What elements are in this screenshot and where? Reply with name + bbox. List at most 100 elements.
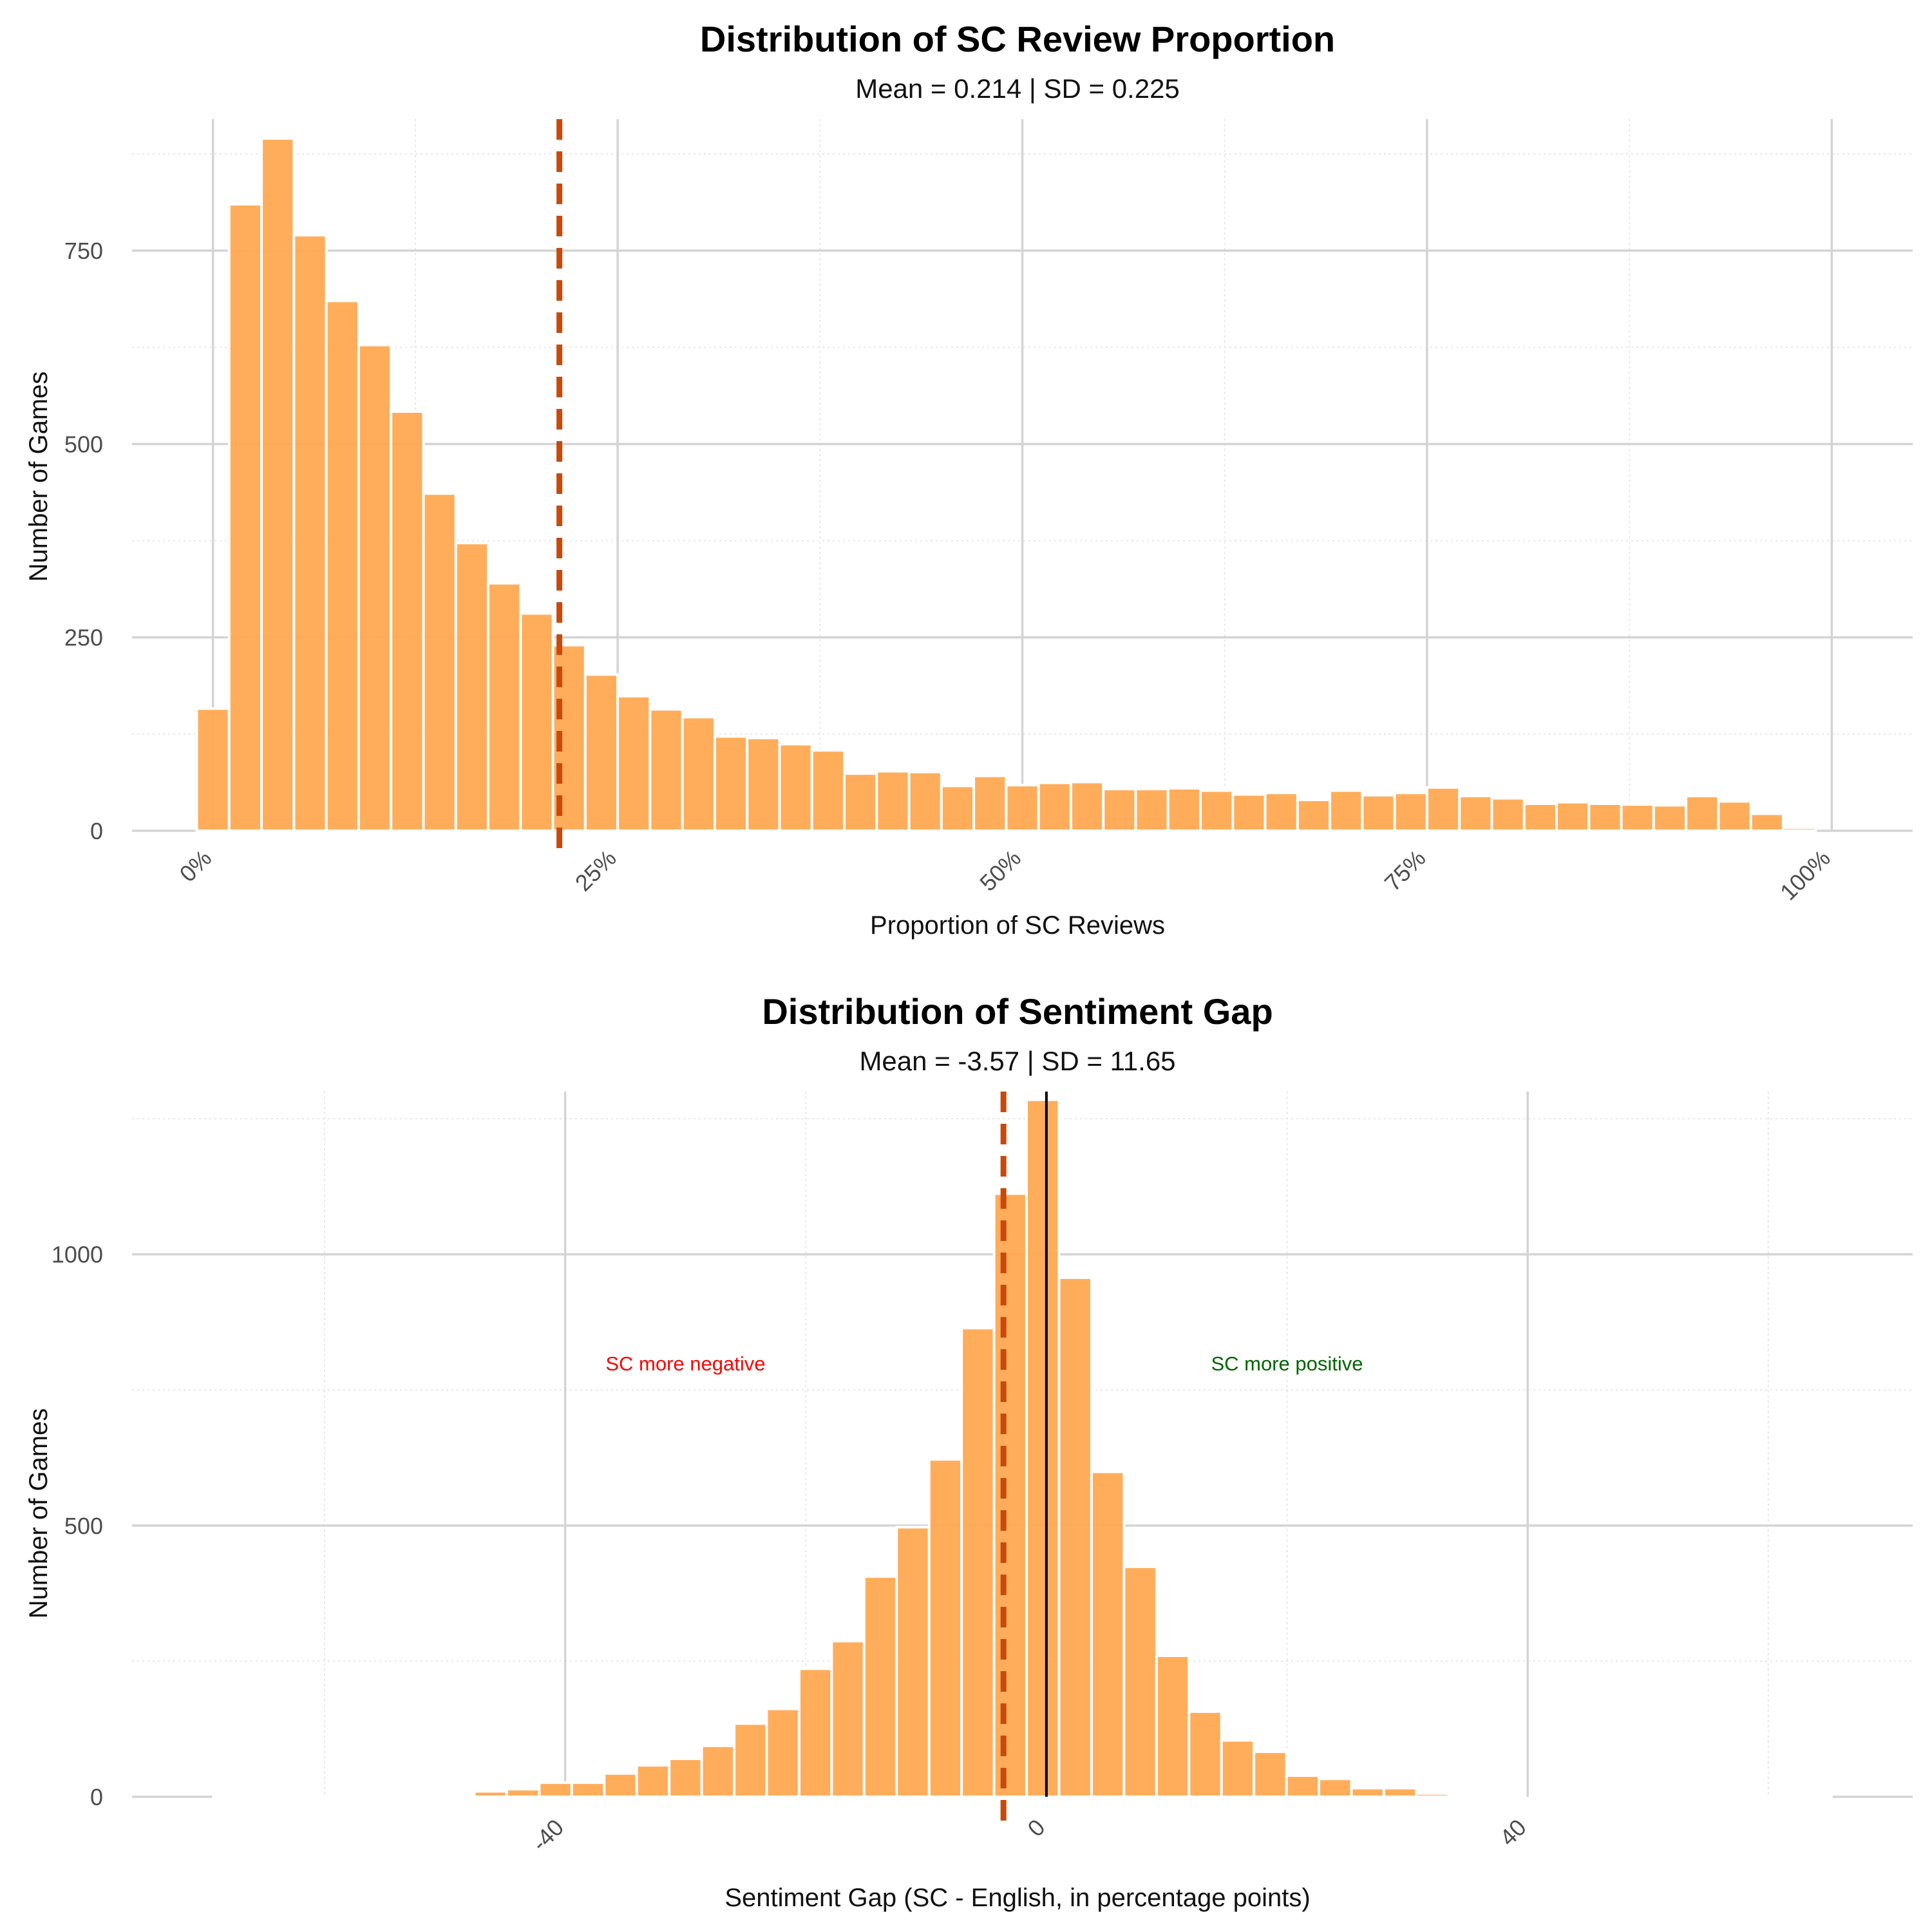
histogram-bar (1069, 781, 1105, 833)
histogram-bar (810, 749, 846, 832)
chart-title: Distribution of SC Review Proportion (700, 19, 1335, 59)
chart-panel-sc-proportion: 0 250 500 750 0% 25% 50% 75% 100% Distribution o… (24, 19, 1913, 940)
histogram-bar (1393, 791, 1428, 832)
histogram-bar (390, 410, 425, 832)
histogram-bar (1490, 797, 1526, 832)
histogram-bar (1155, 1654, 1191, 1798)
y-tick-label: 1000 (52, 1242, 103, 1268)
bars-layer (473, 1098, 1515, 1799)
histogram-bar (681, 715, 716, 832)
histogram-bar (616, 695, 652, 832)
histogram-bar (1652, 804, 1688, 833)
histogram-bar (907, 770, 943, 833)
x-tick-label: 0 (1022, 1814, 1050, 1842)
histogram-bar (1318, 1777, 1353, 1799)
histogram-bar (1134, 788, 1170, 833)
histogram-bar (972, 774, 1008, 832)
y-tick-label: 750 (64, 238, 103, 264)
histogram-bar (1166, 786, 1202, 832)
histogram-bar (195, 707, 231, 833)
histogram-bar (797, 1667, 833, 1798)
histogram-bar (635, 1764, 671, 1798)
annotation-layer: SC more negative SC more positive (605, 1352, 1363, 1375)
histogram-bar (1253, 1750, 1288, 1799)
histogram-bar (1220, 1739, 1256, 1799)
chart-subtitle: Mean = 0.214 | SD = 0.225 (855, 73, 1180, 104)
histogram-bar (454, 542, 490, 833)
histogram-bar (583, 673, 620, 833)
bars-layer (195, 137, 1817, 833)
histogram-bar (1025, 1098, 1061, 1798)
histogram-bar (260, 137, 296, 832)
histogram-bar (473, 1790, 508, 1798)
histogram-bar (830, 1640, 866, 1798)
histogram-bar (1447, 1794, 1483, 1799)
histogram-bar (487, 582, 522, 832)
y-axis-label: Number of Games (24, 372, 53, 582)
y-tick-label: 250 (64, 625, 103, 651)
histogram-bar (519, 612, 554, 832)
histogram-bar (1781, 826, 1817, 833)
histogram-bar (862, 1575, 898, 1798)
histogram-bar (778, 743, 813, 833)
histogram-bar (1199, 789, 1235, 832)
x-tick-label: -40 (526, 1814, 569, 1857)
x-tick-label: 0% (175, 845, 217, 887)
histogram-bar (1382, 1786, 1418, 1798)
histogram-bar (1090, 1470, 1126, 1798)
histogram-bar (733, 1722, 768, 1798)
chart-svg-sentiment-gap: SC more negative SC more positive 0 500 100… (24, 991, 1913, 1912)
histogram-bar (1717, 800, 1752, 832)
histogram-bar (1522, 802, 1558, 832)
histogram-bar (1749, 812, 1785, 832)
chart-subtitle: Mean = -3.57 | SD = 11.65 (859, 1046, 1175, 1076)
histogram-bar (1296, 798, 1332, 833)
histogram-bar (927, 1458, 963, 1798)
histogram-bar (895, 1526, 931, 1798)
histogram-bar (1122, 1565, 1158, 1798)
histogram-bar (746, 736, 781, 832)
histogram-bar (1415, 1792, 1450, 1799)
y-tick-label: 500 (64, 431, 103, 457)
histogram-bar (292, 234, 328, 833)
chart-panel-sentiment-gap: SC more negative SC more positive 0 500 100… (0, 966, 1932, 1932)
histogram-bar (765, 1707, 800, 1798)
annotation-label: SC more negative (605, 1352, 765, 1375)
x-tick-label: 100% (1775, 845, 1835, 905)
x-tick-label: 25% (570, 845, 621, 896)
histogram-bar (227, 203, 263, 832)
histogram-bar (357, 343, 393, 832)
chart-svg-sc-proportion: 0 250 500 750 0% 25% 50% 75% 100% Distribution o… (24, 19, 1913, 940)
histogram-bar (940, 784, 976, 832)
histogram-bar (1037, 781, 1072, 832)
histogram-bar (1361, 793, 1396, 832)
y-tick-label: 0 (90, 1784, 103, 1810)
histogram-bar (668, 1757, 703, 1798)
histogram-bar (1264, 791, 1299, 832)
histogram-bar (875, 770, 911, 833)
histogram-bar (960, 1327, 996, 1798)
histogram-bar (1329, 789, 1364, 832)
histogram-bar (713, 735, 749, 833)
histogram-bar (1685, 794, 1720, 832)
x-tick-label: 40 (1495, 1814, 1531, 1851)
histogram-bar (1555, 800, 1591, 833)
x-tick-label: 75% (1379, 845, 1431, 896)
histogram-bar (570, 1781, 606, 1798)
histogram-bar (422, 492, 457, 832)
histogram-bar (325, 299, 360, 832)
histogram-bar (505, 1788, 541, 1798)
histogram-bar (1057, 1276, 1093, 1798)
histogram-bar (1425, 786, 1461, 833)
x-tick-label: 50% (974, 845, 1026, 896)
chart-title: Distribution of Sentiment Gap (762, 991, 1273, 1032)
histogram-bar (992, 1192, 1028, 1799)
histogram-bar (538, 1781, 573, 1798)
histogram-bar (1587, 802, 1623, 832)
y-axis-label: Number of Games (24, 1408, 53, 1619)
histogram-bar (1231, 793, 1267, 833)
histogram-bar (843, 772, 878, 832)
histogram-bar (1620, 803, 1655, 833)
histogram-bar (1005, 784, 1040, 832)
histogram-bar (1285, 1774, 1321, 1799)
